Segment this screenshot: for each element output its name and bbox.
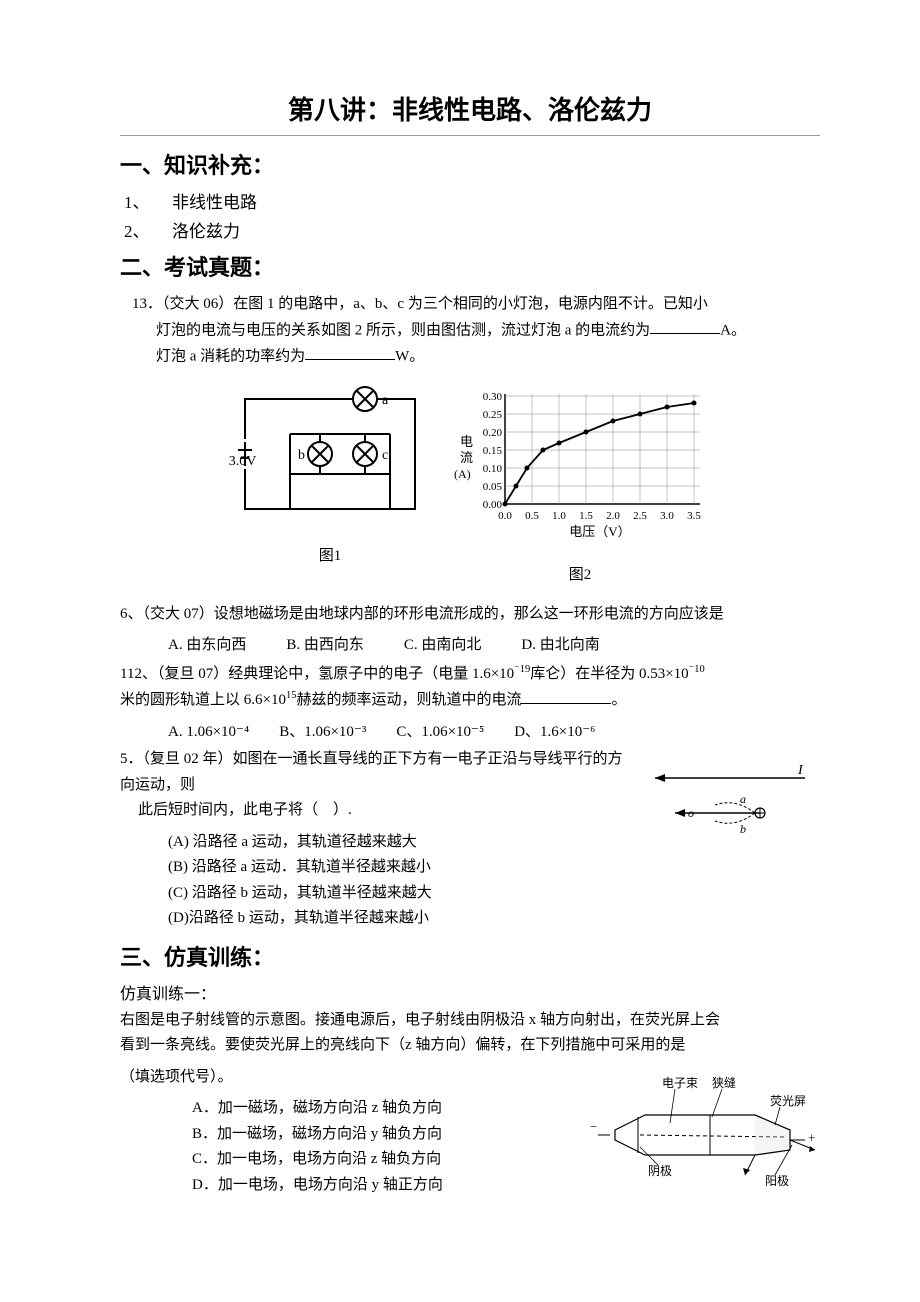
question-13: 13．（交大 06）在图 1 的电路中，a、b、c 为三个相同的小灯泡，电源内阻… bbox=[120, 292, 820, 370]
svg-text:−: − bbox=[590, 1119, 597, 1134]
knowledge-item-1: 1、 非线性电路 bbox=[124, 188, 820, 213]
figure-1-block: a b c 3.0V 图1 bbox=[230, 384, 430, 584]
opt-b[interactable]: (B) 沿路径 a 运动．其轨道半径越来越小 bbox=[168, 855, 632, 881]
opt-b[interactable]: B．加一磁场，磁场方向沿 y 轴负方向 bbox=[192, 1122, 580, 1148]
opt-a[interactable]: A. 由东向西 bbox=[168, 633, 246, 659]
svg-text:I: I bbox=[797, 763, 804, 778]
opt-a[interactable]: A. 1.06×10⁻⁴ bbox=[168, 720, 249, 746]
opt-d[interactable]: D、1.6×10⁻⁶ bbox=[514, 720, 595, 746]
svg-text:狭缝: 狭缝 bbox=[712, 1075, 736, 1090]
q13-text: 灯泡的电流与电压的关系如图 2 所示，则由图估测，流过灯泡 a 的电流约为 bbox=[156, 322, 650, 338]
svg-text:1.5: 1.5 bbox=[579, 510, 593, 522]
opt-c[interactable]: C．加一电场，电场方向沿 z 轴负方向 bbox=[192, 1147, 580, 1173]
x-axis-label: 电压（V） bbox=[569, 524, 630, 539]
question-5-wrap: 5．（复旦 02 年）如图在一通长直导线的正下方有一电子正沿与导线平行的方向运动… bbox=[120, 745, 820, 932]
opt-d[interactable]: (D)沿路径 b 运动，其轨道半径越来越小 bbox=[168, 906, 632, 932]
fig1-caption: 图1 bbox=[230, 544, 430, 565]
q13-line1: 13．（交大 06）在图 1 的电路中，a、b、c 为三个相同的小灯泡，电源内阻… bbox=[120, 292, 820, 318]
blank-current[interactable] bbox=[650, 318, 720, 335]
svg-text:0.25: 0.25 bbox=[483, 409, 503, 421]
train1-figure: 电子束 狭缝 荧光屏 阴极 阳极 − + bbox=[590, 1075, 820, 1200]
figure-row: a b c 3.0V 图1 bbox=[120, 384, 820, 584]
q5-line1: 5．（复旦 02 年）如图在一通长直导线的正下方有一电子正沿与导线平行的方向运动… bbox=[120, 747, 632, 798]
opt-c[interactable]: C. 由南向北 bbox=[404, 633, 482, 659]
q6-options: A. 由东向西 B. 由西向东 C. 由南向北 D. 由北向南 bbox=[120, 633, 820, 659]
knowledge-item-2: 2、 洛伦兹力 bbox=[124, 217, 820, 242]
q5-line2: 此后短时间内，此电子将（ ）. bbox=[120, 798, 632, 824]
q13-unit: W。 bbox=[395, 348, 424, 364]
opt-b[interactable]: B. 由西向东 bbox=[286, 633, 364, 659]
section-3-heading: 三、仿真训练： bbox=[120, 940, 820, 972]
q13-line2: 灯泡的电流与电压的关系如图 2 所示，则由图估测，流过灯泡 a 的电流约为 A。 bbox=[120, 318, 820, 344]
opt-a[interactable]: (A) 沿路径 a 运动，其轨道径越来越大 bbox=[168, 830, 632, 856]
section-2-heading: 二、考试真题： bbox=[120, 250, 820, 282]
page-title: 第八讲：非线性电路、洛伦兹力 bbox=[120, 90, 820, 127]
item-text: 非线性电路 bbox=[172, 188, 257, 213]
svg-text:(A): (A) bbox=[454, 467, 471, 481]
train-1: 仿真训练一： 右图是电子射线管的示意图。接通电源后，电子射线由阴极沿 x 轴方向… bbox=[120, 980, 820, 1200]
question-112: 112、（复旦 07）经典理论中，氢原子中的电子（电量 1.6×10⁻19库仑）… bbox=[120, 661, 820, 714]
svg-text:荧光屏: 荧光屏 bbox=[770, 1094, 806, 1108]
opt-d[interactable]: D. 由北向南 bbox=[521, 633, 599, 659]
opt-d[interactable]: D．加一电场，电场方向沿 y 轴正方向 bbox=[192, 1173, 580, 1199]
svg-text:+: + bbox=[808, 1130, 815, 1145]
opt-c[interactable]: C、1.06×10⁻⁵ bbox=[396, 720, 484, 746]
fig2-caption: 图2 bbox=[450, 563, 710, 584]
svg-text:2.0: 2.0 bbox=[606, 510, 620, 522]
svg-text:3.0: 3.0 bbox=[660, 510, 674, 522]
blank-power[interactable] bbox=[305, 344, 395, 361]
svg-text:0.5: 0.5 bbox=[525, 510, 539, 522]
svg-text:0.05: 0.05 bbox=[483, 481, 503, 493]
q112-line1: 112、（复旦 07）经典理论中，氢原子中的电子（电量 1.6×10⁻19库仑）… bbox=[120, 661, 820, 688]
iv-graph: 0.300.250.20 0.150.100.05 0.00 0.00.51.0… bbox=[450, 384, 710, 554]
q112-options: A. 1.06×10⁻⁴ B、1.06×10⁻³ C、1.06×10⁻⁵ D、1… bbox=[120, 720, 820, 746]
q13-line3: 灯泡 a 消耗的功率约为 W。 bbox=[120, 344, 820, 370]
svg-text:阴极: 阴极 bbox=[648, 1164, 672, 1178]
svg-text:阳极: 阳极 bbox=[765, 1174, 789, 1188]
item-text: 洛伦兹力 bbox=[172, 217, 240, 242]
figure-2-block: 0.300.250.20 0.150.100.05 0.00 0.00.51.0… bbox=[450, 384, 710, 584]
train1-options: A．加一磁场，磁场方向沿 z 轴负方向 B．加一磁场，磁场方向沿 y 轴负方向 … bbox=[120, 1096, 580, 1198]
train1-title: 仿真训练一： bbox=[120, 980, 820, 1004]
question-6: 6、（交大 07）设想地磁场是由地球内部的环形电流形成的，那么这一环形电流的方向… bbox=[120, 602, 820, 628]
svg-text:1.0: 1.0 bbox=[552, 510, 566, 522]
q5-figure: I a o b bbox=[640, 763, 820, 858]
bulb-a-label: a bbox=[382, 393, 389, 408]
svg-text:电: 电 bbox=[460, 434, 473, 449]
opt-a[interactable]: A．加一磁场，磁场方向沿 z 轴负方向 bbox=[192, 1096, 580, 1122]
question-5: 5．（复旦 02 年）如图在一通长直导线的正下方有一电子正沿与导线平行的方向运动… bbox=[120, 747, 632, 824]
q5-options: (A) 沿路径 a 运动，其轨道径越来越大 (B) 沿路径 a 运动．其轨道半径… bbox=[120, 830, 632, 932]
q6-line1: 6、（交大 07）设想地磁场是由地球内部的环形电流形成的，那么这一环形电流的方向… bbox=[120, 602, 820, 628]
train1-stem: 右图是电子射线管的示意图。接通电源后，电子射线由阴极沿 x 轴方向射出，在荧光屏… bbox=[120, 1008, 820, 1059]
q13-text: 灯泡 a 消耗的功率约为 bbox=[156, 348, 305, 364]
divider-line bbox=[120, 135, 820, 136]
item-num: 2、 bbox=[124, 217, 172, 242]
q112-line2: 米的圆形轨道上以 6.6×1015赫兹的频率运动，则轨道中的电流。 bbox=[120, 687, 820, 714]
svg-text:3.5: 3.5 bbox=[687, 510, 701, 522]
section-1-heading: 一、知识补充： bbox=[120, 148, 820, 180]
svg-text:0.0: 0.0 bbox=[498, 510, 512, 522]
svg-text:a: a bbox=[740, 792, 746, 806]
source-label: 3.0V bbox=[55, 454, 430, 470]
svg-text:流: 流 bbox=[460, 450, 473, 465]
q13-unit: A。 bbox=[720, 322, 746, 338]
opt-b[interactable]: B、1.06×10⁻³ bbox=[279, 720, 366, 746]
svg-text:0.20: 0.20 bbox=[483, 427, 503, 439]
item-num: 1、 bbox=[124, 188, 172, 213]
svg-text:0.30: 0.30 bbox=[483, 391, 503, 403]
blank-current2[interactable] bbox=[521, 688, 611, 705]
svg-text:o: o bbox=[688, 806, 694, 820]
svg-text:0.10: 0.10 bbox=[483, 463, 503, 475]
svg-text:b: b bbox=[740, 822, 746, 836]
opt-c[interactable]: (C) 沿路径 b 运动，其轨道半径越来越大 bbox=[168, 881, 632, 907]
svg-text:电子束: 电子束 bbox=[662, 1076, 698, 1090]
svg-text:2.5: 2.5 bbox=[633, 510, 647, 522]
svg-text:0.15: 0.15 bbox=[483, 445, 503, 457]
